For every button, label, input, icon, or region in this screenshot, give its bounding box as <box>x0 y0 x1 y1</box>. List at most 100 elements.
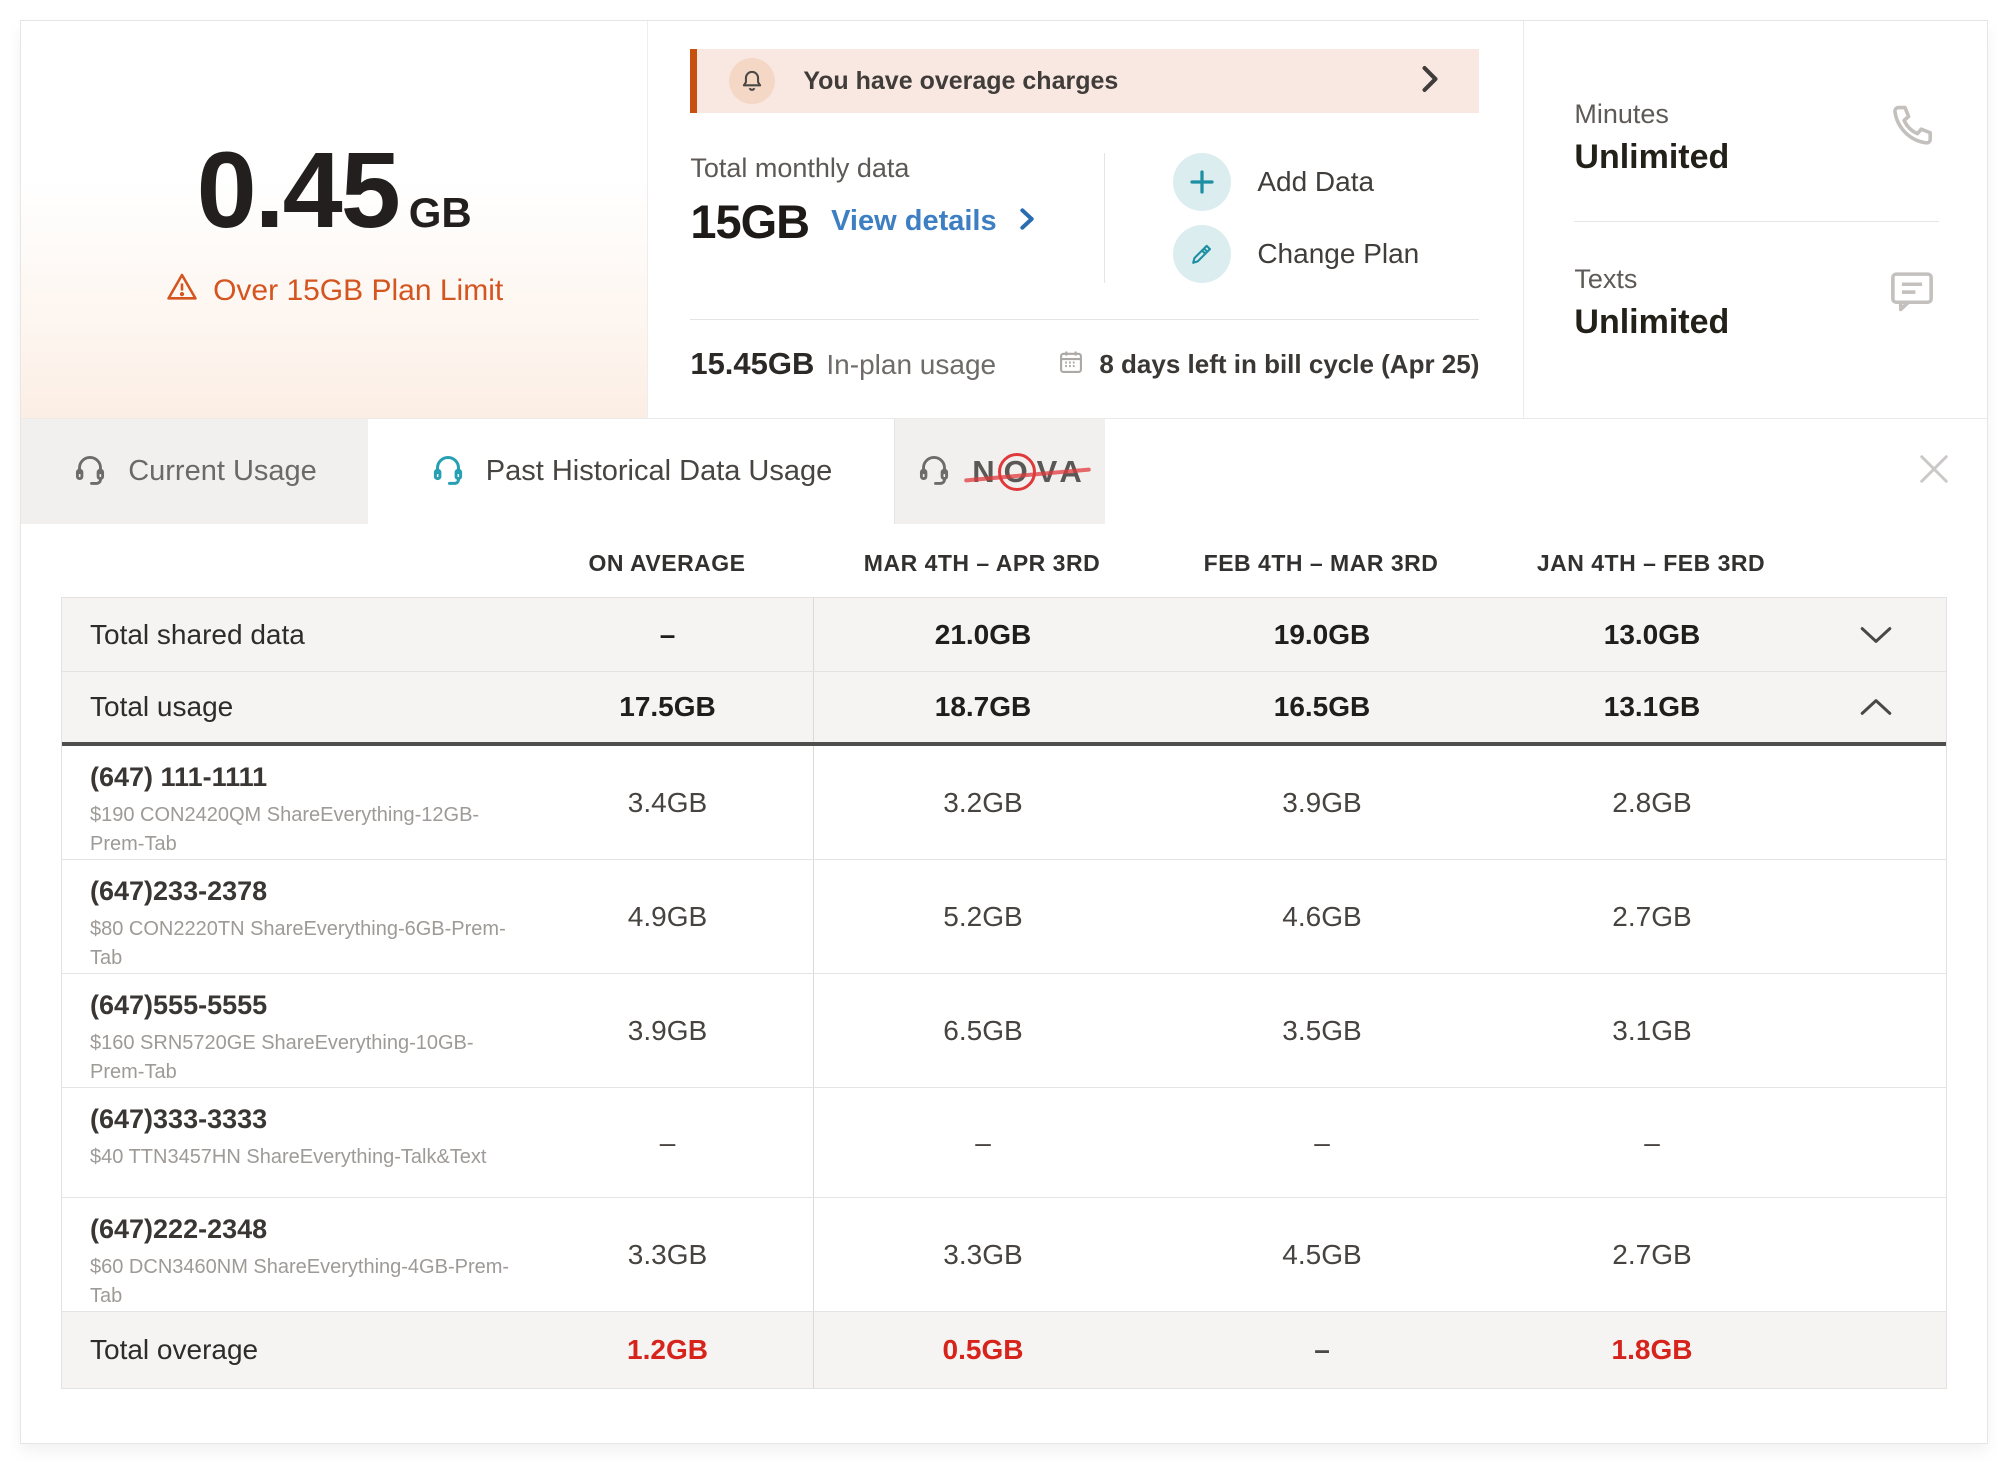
cell-value: – <box>975 1126 991 1158</box>
tab-current-usage[interactable]: Current Usage <box>21 419 368 524</box>
total-monthly-data-label: Total monthly data <box>690 153 910 183</box>
line-row: (647)333-3333 $40 TTN3457HN ShareEveryth… <box>62 1088 1946 1198</box>
warning-triangle-icon <box>165 270 199 312</box>
plus-icon <box>1173 153 1232 211</box>
current-usage-summary: 0.45 GB Over 15GB Plan Limit <box>21 21 649 418</box>
column-on-average: ON AVERAGE <box>588 550 746 576</box>
tab-current-usage-label: Current Usage <box>128 455 317 487</box>
usage-unit: GB <box>408 189 472 236</box>
inplan-usage-label: In-plan usage <box>826 349 997 380</box>
cell-value: – <box>1314 1126 1330 1158</box>
cell-value: 3.2GB <box>943 786 1023 818</box>
cell-value: 4.5GB <box>1282 1238 1362 1270</box>
column-jan-feb: JAN 4TH – FEB 3RD <box>1536 550 1766 576</box>
monthly-data-block: Total monthly data 15GB View details <box>690 153 1479 283</box>
cell-value: 1.8GB <box>1611 1334 1693 1365</box>
total-overage-row: Total overage 1.2GB 0.5GB – 1.8GB <box>62 1312 1946 1388</box>
texts-label: Texts <box>1574 264 1638 294</box>
cell-value: 16.5GB <box>1273 691 1371 722</box>
cell-value: 18.7GB <box>934 691 1032 722</box>
cell-value: 3.4GB <box>627 786 708 818</box>
phone-number: (647)333-3333 <box>90 1104 268 1134</box>
expand-row-button[interactable] <box>1812 598 1940 671</box>
total-usage-row: Total usage 17.5GB 18.7GB 16.5GB 13.1GB <box>62 672 1946 746</box>
row-label: Total shared data <box>90 618 305 650</box>
cell-value: – <box>659 618 676 650</box>
chevron-right-icon <box>1419 64 1441 99</box>
line-row: (647)555-5555 $160 SRN5720GE ShareEveryt… <box>62 974 1946 1088</box>
texts-block: Texts Unlimited <box>1574 264 1939 342</box>
usage-tabs: Current Usage Past Historical Data Usage <box>21 419 1987 524</box>
cell-value: 17.5GB <box>619 691 716 722</box>
cell-value: 2.7GB <box>1612 1238 1692 1270</box>
phone-number: (647) 111-1111 <box>90 762 268 792</box>
total-shared-data-row: Total shared data – 21.0GB 19.0GB 13.0GB <box>62 598 1946 672</box>
nova-logo: NOVA <box>964 452 1092 491</box>
cell-value: 2.8GB <box>1612 786 1692 818</box>
cell-value: – <box>1644 1126 1660 1158</box>
bell-icon <box>729 58 776 104</box>
headset-icon <box>916 451 952 492</box>
cell-value: 4.9GB <box>627 900 708 932</box>
plan-description: $60 DCN3460NM ShareEverything-4GB-Prem-T… <box>90 1256 510 1307</box>
inplan-usage-value: 15.45GB <box>690 346 815 381</box>
cell-value: 13.0GB <box>1603 618 1701 650</box>
add-data-button[interactable]: Add Data <box>1173 153 1419 211</box>
collapse-row-button[interactable] <box>1812 672 1940 742</box>
cell-value: 6.5GB <box>943 1014 1023 1046</box>
view-details-link[interactable]: View details <box>831 205 997 237</box>
headset-icon <box>72 451 108 492</box>
plan-description: $80 CON2220TN ShareEverything-6GB-Prem-T… <box>90 918 506 969</box>
cell-value: 1.2GB <box>627 1334 708 1365</box>
phone-number: (647)233-2378 <box>90 876 268 906</box>
usage-table: Total shared data – 21.0GB 19.0GB 13.0GB… <box>61 597 1947 1389</box>
close-icon[interactable] <box>1913 448 1955 495</box>
overage-banner[interactable]: You have overage charges <box>690 49 1480 113</box>
line-row: (647)222-2348 $60 DCN3460NM ShareEveryth… <box>62 1198 1946 1312</box>
nova-o-ring: O <box>997 452 1036 491</box>
cell-value: 3.1GB <box>1612 1014 1692 1046</box>
cell-value: 0.5GB <box>942 1334 1024 1365</box>
phone-number: (647)222-2348 <box>90 1214 268 1244</box>
nova-letter: O <box>1003 453 1030 489</box>
total-monthly-data-value: 15GB <box>690 195 810 248</box>
row-label: Total usage <box>90 691 234 722</box>
minutes-value: Unlimited <box>1574 138 1730 176</box>
pencil-icon <box>1173 225 1232 283</box>
change-plan-button[interactable]: Change Plan <box>1173 225 1419 283</box>
plan-description: $40 TTN3457HN ShareEverything-Talk&Text <box>90 1146 487 1168</box>
divider <box>1574 221 1939 222</box>
column-feb-mar: FEB 4TH – MAR 3RD <box>1203 550 1439 576</box>
calendar-icon <box>1057 348 1085 381</box>
cell-value: – <box>659 1126 676 1158</box>
phone-number: (647)555-5555 <box>90 990 268 1020</box>
plan-panel: You have overage charges Total monthly d… <box>648 21 1523 418</box>
cell-value: 13.1GB <box>1603 691 1701 722</box>
usage-value: 0.45 <box>196 129 401 250</box>
tab-past-historical-data-usage[interactable]: Past Historical Data Usage <box>368 419 894 524</box>
tab-nova[interactable]: NOVA <box>894 419 1105 524</box>
cell-value: 2.7GB <box>1612 900 1692 932</box>
plan-limit-warning: Over 15GB Plan Limit <box>165 270 503 312</box>
headset-icon <box>430 451 466 492</box>
warning-text: Over 15GB Plan Limit <box>213 274 504 307</box>
change-plan-label: Change Plan <box>1257 238 1420 269</box>
line-row: (647)233-2378 $80 CON2220TN ShareEveryth… <box>62 860 1946 974</box>
cell-value: 3.5GB <box>1282 1014 1362 1046</box>
cell-value: 4.6GB <box>1282 900 1362 932</box>
cell-value: 5.2GB <box>943 900 1023 932</box>
cell-value: 19.0GB <box>1273 618 1371 650</box>
account-usage-card: 0.45 GB Over 15GB Plan Limit <box>20 20 1988 1444</box>
cell-value: – <box>1314 1334 1330 1365</box>
plan-actions: Add Data Change Plan <box>1104 153 1419 283</box>
usage-overview-section: 0.45 GB Over 15GB Plan Limit <box>21 21 1987 419</box>
chevron-right-icon[interactable] <box>1019 207 1035 236</box>
nova-letter: N <box>972 453 997 489</box>
cell-value: 3.3GB <box>627 1238 708 1270</box>
usage-amount: 0.45 GB <box>197 127 472 252</box>
column-mar-apr: MAR 4TH – APR 3RD <box>863 550 1101 576</box>
cell-value: 21.0GB <box>934 618 1032 650</box>
row-label: Total overage <box>90 1334 259 1365</box>
cell-value: 3.9GB <box>1282 786 1362 818</box>
tab-strip-spacer <box>1105 419 1987 524</box>
